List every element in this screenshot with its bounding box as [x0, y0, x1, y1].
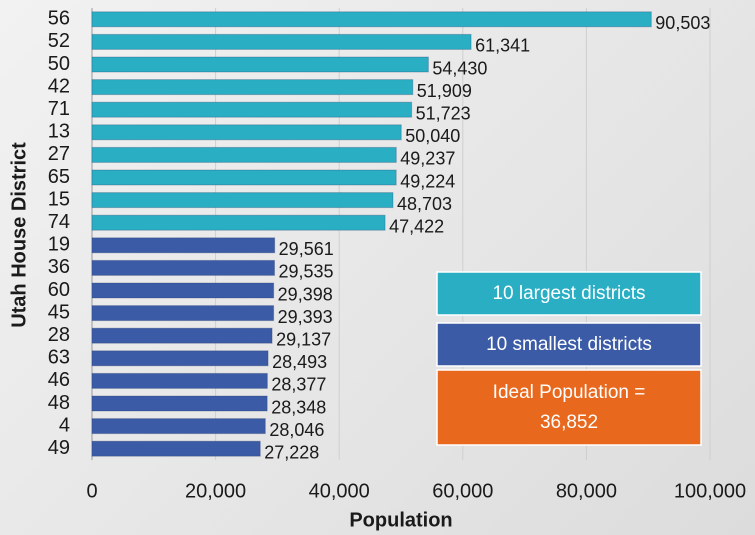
y-tick-label: 60 — [48, 279, 70, 301]
bar — [91, 146, 397, 163]
legend-box — [436, 322, 702, 367]
y-tick-label: 45 — [48, 301, 70, 323]
bar — [91, 327, 273, 344]
value-label: 49,224 — [400, 171, 455, 191]
y-tick-label: 28 — [48, 324, 70, 346]
annotation-box — [436, 369, 702, 446]
value-label: 29,137 — [276, 329, 331, 349]
y-tick-label: 49 — [48, 437, 70, 459]
bar — [91, 124, 402, 141]
y-tick-label: 42 — [48, 75, 70, 97]
y-tick-label: 65 — [48, 166, 70, 188]
y-tick-label: 48 — [48, 392, 70, 414]
bar — [91, 11, 652, 28]
x-tick-label: 20,000 — [185, 480, 246, 502]
y-tick-label: 19 — [48, 234, 70, 256]
bar — [91, 372, 268, 389]
y-tick-label: 4 — [59, 414, 70, 436]
value-label: 47,422 — [389, 216, 444, 236]
bar — [91, 56, 429, 73]
annotation-text: 36,852 — [540, 412, 598, 433]
bar — [91, 169, 397, 186]
bar — [91, 418, 266, 435]
y-axis-label: Utah House District — [8, 142, 30, 328]
bar — [91, 192, 394, 209]
legend-label: 10 largest districts — [492, 283, 645, 304]
bar — [91, 79, 414, 96]
bar — [91, 305, 275, 322]
value-label: 28,493 — [272, 352, 327, 372]
value-label: 29,561 — [279, 239, 334, 259]
x-tick-label: 80,000 — [556, 480, 617, 502]
y-tick-label: 50 — [48, 53, 70, 75]
y-tick-label: 46 — [48, 369, 70, 391]
x-tick-label: 0 — [86, 480, 97, 502]
bar — [91, 440, 261, 457]
value-label: 28,348 — [271, 397, 326, 417]
legend-box — [436, 271, 702, 316]
value-label: 28,046 — [269, 420, 324, 440]
value-label: 29,398 — [278, 284, 333, 304]
y-tick-label: 13 — [48, 121, 70, 143]
y-tick-label: 71 — [48, 98, 70, 120]
value-label: 28,377 — [271, 375, 326, 395]
value-label: 54,430 — [432, 58, 487, 78]
bar — [91, 259, 276, 276]
x-tick-label: 100,000 — [674, 480, 746, 502]
bar — [91, 214, 386, 231]
y-tick-label: 15 — [48, 188, 70, 210]
value-label: 61,341 — [475, 36, 530, 56]
value-label: 29,535 — [279, 262, 334, 282]
value-label: 48,703 — [397, 194, 452, 214]
x-tick-label: 60,000 — [432, 480, 493, 502]
y-tick-label: 74 — [48, 211, 70, 233]
value-label: 51,723 — [416, 103, 471, 123]
y-tick-label: 63 — [48, 347, 70, 369]
y-tick-label: 52 — [48, 30, 70, 52]
value-label: 51,909 — [417, 81, 472, 101]
y-tick-label: 27 — [48, 143, 70, 165]
bar — [91, 350, 269, 367]
x-tick-label: 40,000 — [309, 480, 370, 502]
bar — [91, 282, 275, 299]
bar — [91, 33, 472, 50]
y-tick-label: 56 — [48, 8, 70, 30]
value-label: 27,228 — [264, 442, 319, 462]
bar — [91, 237, 276, 254]
x-axis-label: Population — [349, 509, 452, 531]
annotation-text: Ideal Population = — [493, 382, 646, 403]
value-label: 50,040 — [405, 126, 460, 146]
legend-label: 10 smallest districts — [486, 334, 652, 355]
value-label: 90,503 — [655, 13, 710, 33]
y-tick-label: 36 — [48, 256, 70, 278]
bar — [91, 395, 268, 412]
value-label: 29,393 — [278, 307, 333, 327]
value-label: 49,237 — [400, 149, 455, 169]
bar — [91, 101, 413, 118]
